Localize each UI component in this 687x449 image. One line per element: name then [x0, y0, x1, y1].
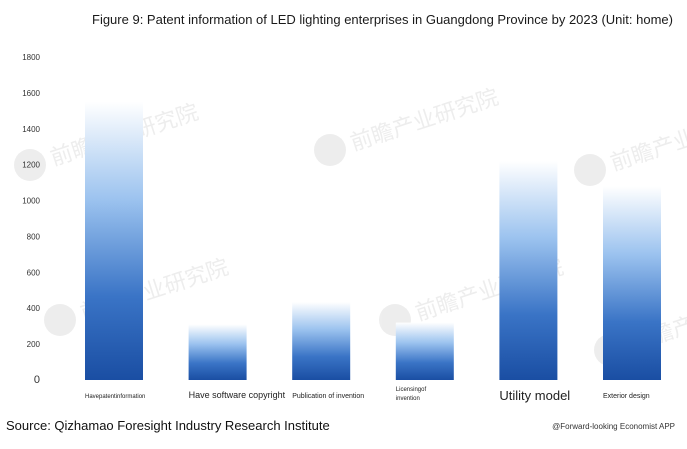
- y-tick-label: 0: [34, 374, 40, 386]
- x-tick-label: Publication of invention: [292, 393, 364, 400]
- bars: [85, 101, 661, 380]
- x-tick-label: Utility model: [499, 388, 570, 403]
- x-tick-label: Exterior design: [603, 393, 650, 400]
- bar: [603, 186, 661, 380]
- bar: [292, 301, 351, 380]
- svg-text:前瞻产业研究院: 前瞻产业研究院: [608, 105, 687, 176]
- y-tick-label: 1400: [22, 125, 40, 134]
- x-tick-label: Havepatentinformation: [85, 394, 145, 400]
- bar: [395, 322, 454, 380]
- y-tick-label: 200: [27, 340, 41, 349]
- chart-title: Figure 9: Patent information of LED ligh…: [92, 12, 673, 27]
- watermark-4: 前瞻产业研究院: [574, 105, 687, 186]
- credit-note: @Forward-looking Economist APP: [552, 422, 675, 431]
- y-tick-label: 1200: [22, 161, 40, 170]
- y-tick-label: 1600: [22, 89, 40, 98]
- x-axis: Havepatentinformation Have software copyr…: [85, 387, 650, 403]
- y-axis: 0 200 400 600 800 1000 1200 1400 1600 1800: [22, 53, 40, 386]
- y-tick-label: 1800: [22, 53, 40, 62]
- source-note: Source: Qizhamao Foresight Industry Rese…: [6, 418, 330, 433]
- watermark-2: 前瞻产业研究院: [314, 85, 502, 166]
- y-tick-label: 400: [27, 304, 41, 313]
- y-tick-label: 1000: [22, 197, 40, 206]
- x-tick-label: Have software copyright: [189, 390, 286, 400]
- bar: [499, 161, 558, 380]
- y-tick-label: 600: [27, 268, 41, 277]
- x-tick-label: Licensingof invention: [396, 387, 427, 402]
- bar: [188, 324, 247, 380]
- y-tick-label: 800: [27, 232, 41, 241]
- bar: [85, 101, 143, 380]
- svg-text:前瞻产业研究院: 前瞻产业研究院: [348, 85, 502, 156]
